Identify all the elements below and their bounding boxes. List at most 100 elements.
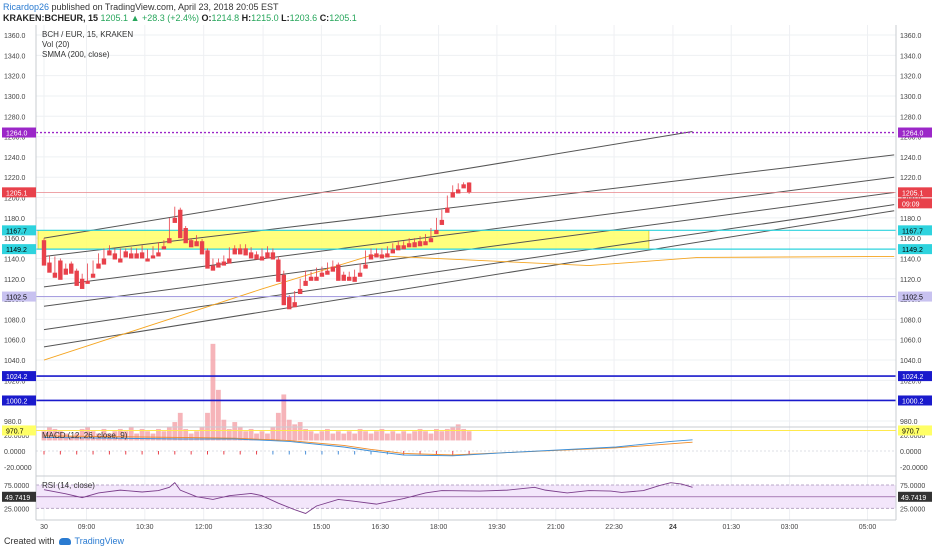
macd-tick-right: 20.0000	[900, 433, 925, 440]
rsi-tick-left: 75.0000	[4, 483, 29, 490]
candle	[205, 250, 210, 269]
price-tick-right: 1140.0	[900, 256, 921, 263]
channel-line	[43, 176, 895, 288]
price-tick-left: 1360.0	[4, 33, 26, 40]
price-tick-right: 1120.0	[900, 277, 921, 284]
volume-bar	[117, 428, 123, 441]
candle	[183, 228, 188, 244]
author-link[interactable]: Ricardop26	[3, 2, 50, 12]
candle	[129, 253, 134, 259]
price-tick-right: 1300.0	[900, 94, 922, 101]
candle	[199, 241, 205, 255]
volume-bar	[406, 433, 412, 441]
candle	[139, 252, 145, 259]
candle	[216, 262, 221, 268]
price-tick-right: 1240.0	[900, 155, 922, 162]
publish-line: Ricardop26 published on TradingView.com,…	[3, 2, 279, 12]
price-level-label: 970.7	[6, 428, 24, 435]
volume-bar	[319, 431, 325, 441]
candle	[150, 255, 156, 259]
volume-bar	[85, 426, 90, 441]
volume-bar	[281, 394, 287, 441]
volume-bar	[363, 431, 368, 441]
candle	[417, 241, 423, 247]
volume-bar	[265, 433, 270, 441]
price-tick-left: 1160.0	[4, 236, 25, 243]
price-level-label: 970.7	[902, 428, 920, 435]
volume-bar	[401, 431, 407, 441]
time-tick: 05:00	[859, 524, 877, 531]
candle	[118, 258, 123, 263]
volume-bar	[259, 431, 265, 441]
price-tick-left: 980.0	[4, 419, 22, 426]
price-level-label: 1264.0	[902, 131, 924, 138]
volume-bar	[194, 431, 199, 441]
time-tick: 10:30	[136, 524, 154, 531]
time-tick: 24	[669, 524, 677, 531]
macd-title: MACD (12, 26, close, 9)	[42, 431, 128, 440]
candle	[347, 276, 352, 281]
candle	[96, 263, 101, 269]
candle	[281, 274, 286, 306]
price-tick-left: 1260.0	[4, 135, 26, 142]
candle	[292, 302, 297, 308]
candle	[423, 241, 428, 246]
volume-bar	[52, 428, 58, 441]
candle	[434, 230, 439, 235]
candle	[456, 189, 461, 194]
time-tick: 19:30	[488, 524, 506, 531]
candle	[188, 240, 194, 248]
volume-bar	[455, 424, 461, 441]
rsi-tick-left: 25.0000	[4, 506, 29, 513]
last-price: 1205.1	[100, 13, 129, 23]
candle	[167, 238, 172, 244]
candle	[276, 259, 281, 282]
candle	[287, 297, 292, 310]
volume-bar	[346, 431, 352, 441]
volume-bar	[308, 431, 314, 441]
volume-bar	[156, 428, 161, 441]
candle	[112, 253, 118, 260]
candle	[101, 258, 107, 265]
price-tick-left: 1300.0	[4, 94, 26, 101]
volume-bar	[243, 431, 249, 441]
volume-bar	[128, 426, 134, 441]
volume-bar	[161, 431, 167, 441]
volume-bar	[96, 433, 101, 441]
smma-line	[43, 254, 895, 361]
volume-bar	[216, 389, 221, 441]
volume-bar	[112, 431, 118, 441]
symbol-line: KRAKEN:BCHEUR, 15 1205.1 ▲ +28.3 (+2.4%)…	[3, 13, 357, 23]
candle	[336, 264, 341, 281]
price-tick-right: 1340.0	[900, 53, 922, 60]
volume-bar	[357, 428, 363, 441]
volume-bar	[292, 424, 298, 441]
candle	[390, 249, 395, 254]
volume-bar	[101, 428, 107, 441]
price-level-tag	[2, 425, 36, 436]
candle	[319, 272, 325, 277]
candle	[134, 253, 139, 259]
candle	[401, 245, 406, 250]
volume-bar	[74, 433, 80, 441]
price-level-label: 1149.2	[902, 247, 923, 254]
volume-bar	[199, 426, 205, 441]
volume-bar	[270, 426, 276, 441]
candle	[232, 248, 237, 255]
candle	[210, 265, 216, 271]
volume-bar	[303, 428, 308, 441]
price-level-tag	[2, 371, 36, 382]
volume-bar	[384, 433, 390, 441]
candle	[466, 182, 472, 193]
price-tick-right: 1160.0	[900, 236, 921, 243]
candle	[406, 243, 412, 248]
volume-bar	[79, 428, 85, 441]
candle	[221, 261, 227, 266]
candle	[450, 192, 455, 198]
price-tick-right: 1220.0	[900, 175, 922, 182]
tradingview-brand[interactable]: TradingView	[74, 536, 125, 546]
volume-bar	[450, 426, 456, 441]
candle	[308, 276, 314, 281]
